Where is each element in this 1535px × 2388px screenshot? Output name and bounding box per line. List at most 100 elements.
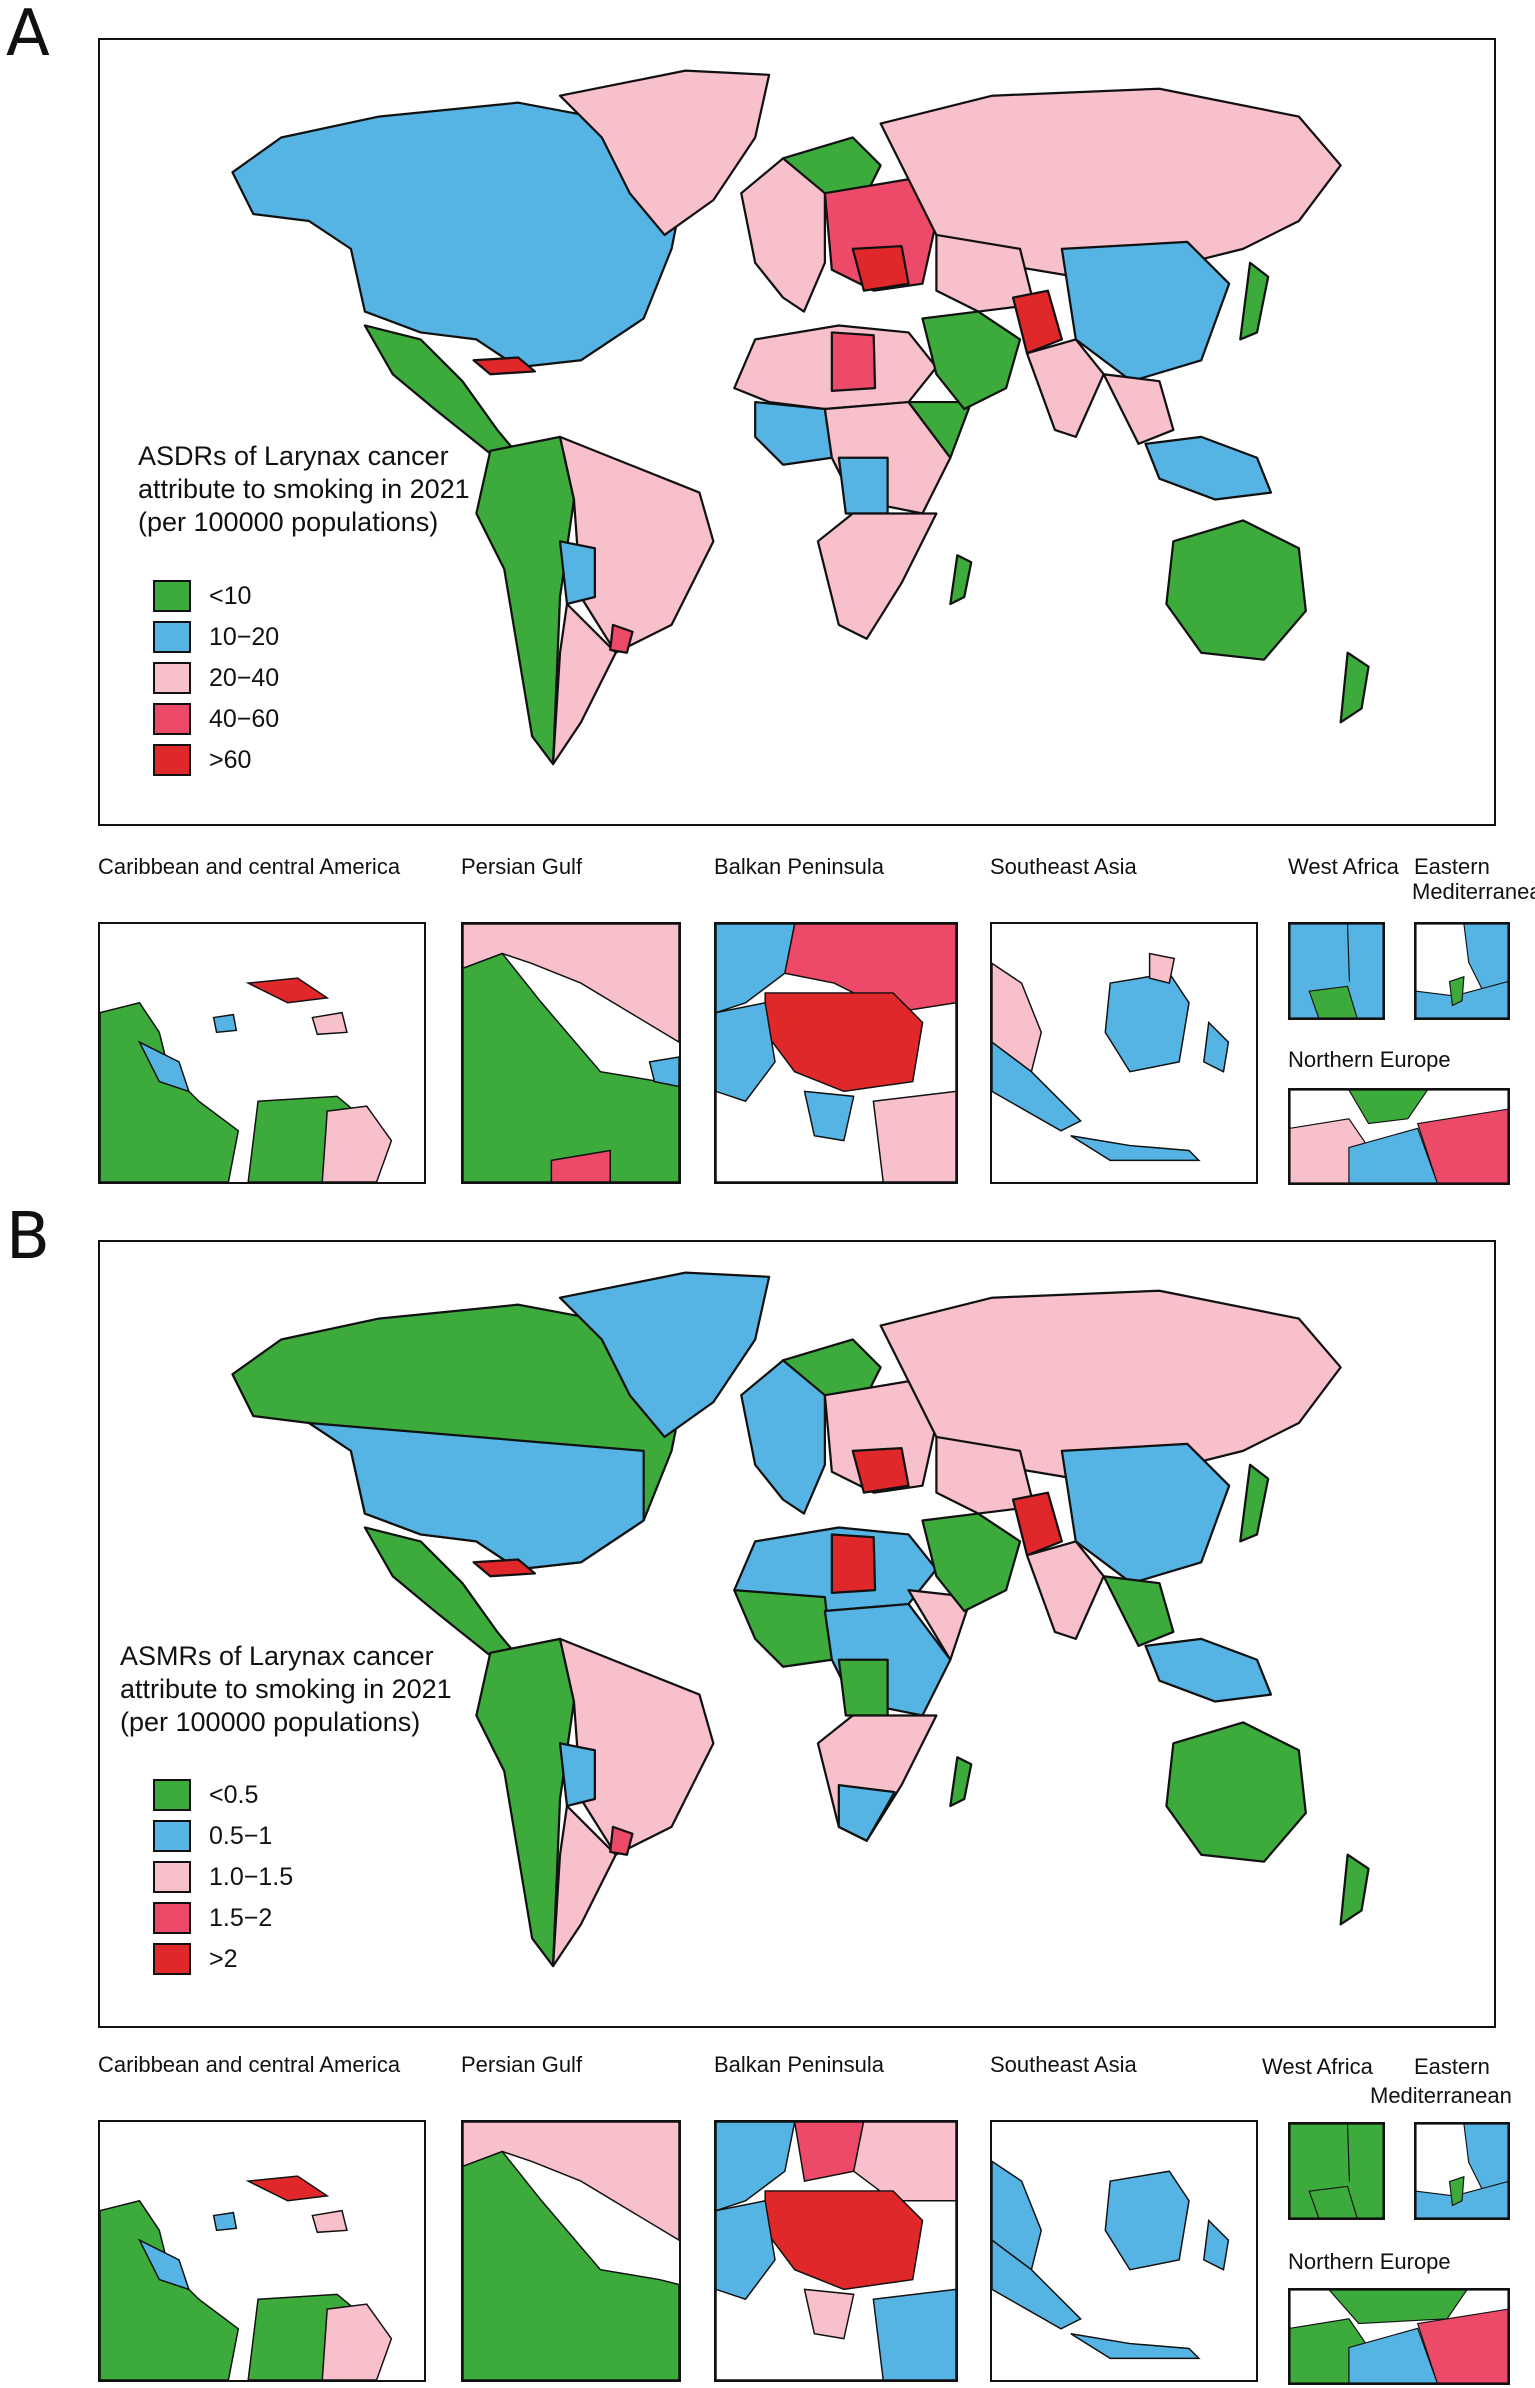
cuba xyxy=(472,356,537,376)
indonesia xyxy=(1144,435,1273,501)
inset-b-eastern-med-map xyxy=(1414,2122,1510,2220)
inset-a-northern-europe-map xyxy=(1288,1088,1510,1185)
legend-b-swatch-1 xyxy=(153,1779,191,1811)
east-africa xyxy=(907,400,973,459)
balkans xyxy=(851,244,910,292)
legend-b-swatch-3 xyxy=(153,1861,191,1893)
legend-b-label-2: 0.5−1 xyxy=(209,1821,273,1850)
inset-a-southeast-asia-map xyxy=(990,922,1258,1184)
legend-b-label-3: 1.0−1.5 xyxy=(209,1862,294,1891)
legend-b-title-3: (per 100000 populations) xyxy=(120,1706,421,1737)
central-asia xyxy=(935,233,1036,313)
new-zealand xyxy=(1339,1853,1370,1926)
pakistan xyxy=(1011,289,1063,355)
greenland xyxy=(558,1271,771,1439)
uruguay xyxy=(609,1825,634,1856)
legend-a-label-2: 10−20 xyxy=(209,622,280,651)
inset-b-eastern-med-title-2: Mediterranean xyxy=(1370,2083,1512,2108)
legend-a-swatch-3 xyxy=(153,662,191,694)
china xyxy=(1060,240,1231,383)
bolivia xyxy=(558,540,596,606)
argentina xyxy=(551,1804,617,1968)
legend-a-title-1: ASDRs of Larynax cancer xyxy=(138,441,449,471)
inset-b-northern-europe-map xyxy=(1288,2288,1510,2385)
uruguay xyxy=(609,623,634,654)
southern-africa xyxy=(816,512,938,640)
madagascar xyxy=(949,554,973,606)
inset-a-eastern-med-title-1: Eastern xyxy=(1414,854,1490,879)
inset-a-southeast-asia-title: Southeast Asia xyxy=(990,854,1137,879)
cuba xyxy=(472,1558,537,1578)
inset-b-west-africa-map xyxy=(1288,2122,1385,2220)
arabia xyxy=(921,310,1022,411)
usa xyxy=(307,1421,645,1571)
pakistan xyxy=(1011,1491,1063,1557)
madagascar xyxy=(949,1756,973,1808)
japan xyxy=(1239,261,1270,341)
congo xyxy=(837,456,889,515)
indonesia xyxy=(1144,1637,1273,1703)
legend-a-title-3: (per 100000 populations) xyxy=(138,506,439,537)
legend-b-label-1: <0.5 xyxy=(209,1780,259,1809)
inset-b-west-africa-title: West Africa xyxy=(1262,2054,1373,2079)
legend-b-swatch-5 xyxy=(153,1943,191,1975)
legend-a-item-2: 10−20 xyxy=(153,621,279,653)
inset-b-eastern-med-title-1: Eastern xyxy=(1414,2054,1490,2079)
north-america xyxy=(231,101,687,369)
greenland xyxy=(558,69,771,237)
central-asia xyxy=(935,1435,1036,1515)
southeast-asia xyxy=(1102,1575,1175,1647)
legend-b-item-1: <0.5 xyxy=(153,1779,258,1811)
new-zealand xyxy=(1339,651,1370,724)
inset-a-caribbean-map xyxy=(98,922,426,1184)
libya xyxy=(830,1533,877,1595)
east-africa xyxy=(907,1589,973,1661)
bolivia xyxy=(558,1742,596,1808)
legend-a-item-4: 40−60 xyxy=(153,703,279,735)
panel-a-letter: A xyxy=(6,0,50,71)
india xyxy=(1025,338,1105,438)
legend-b-swatch-2 xyxy=(153,1820,191,1852)
legend-a-swatch-2 xyxy=(153,621,191,653)
world-map-frame-a xyxy=(98,38,1496,826)
inset-b-balkan-title: Balkan Peninsula xyxy=(714,2052,885,2077)
legend-a-item-1: <10 xyxy=(153,580,251,612)
inset-b-southeast-asia-map xyxy=(990,2120,1258,2382)
inset-b-caribbean-map xyxy=(98,2120,426,2382)
argentina xyxy=(551,602,617,766)
legend-b-item-3: 1.0−1.5 xyxy=(153,1861,293,1893)
world-map-a xyxy=(231,69,1370,766)
china xyxy=(1060,1442,1231,1585)
legend-a-item-3: 20−40 xyxy=(153,662,279,694)
legend-a-swatch-5 xyxy=(153,744,191,776)
inset-b-persian-gulf-title: Persian Gulf xyxy=(461,2052,583,2077)
inset-a-west-africa-title: West Africa xyxy=(1288,854,1399,879)
legend-a-swatch-1 xyxy=(153,580,191,612)
inset-a-west-africa-map xyxy=(1288,922,1385,1020)
legend-a-label-5: >60 xyxy=(209,745,252,774)
inset-a-balkan-map xyxy=(714,922,958,1184)
inset-b-southeast-asia-title: Southeast Asia xyxy=(990,2052,1137,2077)
legend-a-label-4: 40−60 xyxy=(209,704,280,733)
inset-a-eastern-med-title-2: Mediterranean xyxy=(1412,880,1535,904)
legend-b-title-1: ASMRs of Larynax cancer xyxy=(120,1641,434,1671)
libya xyxy=(830,331,877,393)
legend-a-label-1: <10 xyxy=(209,581,252,610)
panel-b-letter: B xyxy=(6,1200,50,1274)
inset-a-balkan-title: Balkan Peninsula xyxy=(714,854,885,879)
inset-b-balkan-map xyxy=(714,2120,958,2382)
world-map-b xyxy=(231,1271,1370,1968)
inset-a-eastern-med-map xyxy=(1414,922,1510,1020)
west-africa xyxy=(754,400,833,466)
congo xyxy=(837,1658,889,1717)
inset-b-persian-gulf-map xyxy=(461,2120,681,2382)
legend-a-swatch-4 xyxy=(153,703,191,735)
legend-b-label-4: 1.5−2 xyxy=(209,1903,273,1932)
india xyxy=(1025,1540,1105,1640)
inset-a-persian-gulf-map xyxy=(461,922,681,1184)
inset-b-caribbean-title: Caribbean and central America xyxy=(98,2052,401,2077)
world-map-frame-b xyxy=(98,1240,1496,2028)
japan xyxy=(1239,1463,1270,1543)
balkans xyxy=(851,1446,910,1494)
southeast-asia xyxy=(1102,373,1175,445)
